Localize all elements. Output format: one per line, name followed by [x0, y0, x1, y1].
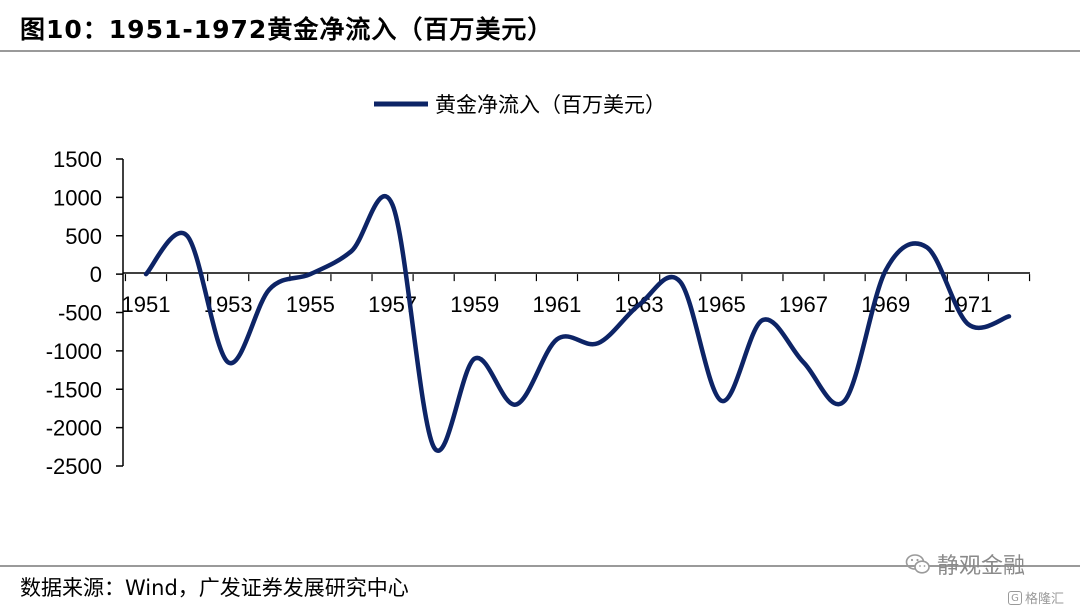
y-tick-label: 0: [90, 262, 102, 287]
x-tick-label: 1951: [122, 292, 171, 317]
line-chart: 黄金净流入（百万美元） 1500 1000 500 0 -500 -1000 -1500 -2…: [46, 93, 1031, 479]
watermark: 静观金融: [905, 548, 1025, 580]
chart-legend: 黄金净流入（百万美元）: [374, 93, 666, 117]
gelonghui-logo-icon: G: [1008, 590, 1022, 605]
x-tick-label: 1969: [861, 292, 910, 317]
wechat-icon: [905, 554, 930, 574]
x-axis-ticks: 1951 1953 1955 1957 1959 1961 1963 1965 1967 1969…: [122, 274, 1031, 317]
logo-text: 格隆汇: [1025, 592, 1065, 607]
y-tick-label: 500: [65, 224, 102, 249]
y-tick-label: -2000: [46, 416, 102, 441]
y-tick-label: -1500: [46, 377, 102, 402]
watermark-text: 静观金融: [937, 554, 1026, 579]
y-tick-label: -2500: [46, 454, 102, 479]
x-tick-label: 1961: [532, 292, 581, 317]
legend-label: 黄金净流入（百万美元）: [435, 93, 666, 117]
y-axis-ticks: 1500 1000 500 0 -500 -1000 -1500 -2000 -2500: [46, 147, 123, 479]
x-tick-label: 1967: [779, 292, 828, 317]
y-tick-label: -1000: [46, 339, 102, 364]
series-line: [143, 194, 1012, 453]
y-tick-label: 1500: [53, 147, 102, 172]
figure-title: 图10：1951-1972黄金净流入（百万美元）: [20, 15, 554, 44]
bottom-rule: [0, 565, 1080, 567]
gelonghui-logo: G 格隆汇: [1008, 588, 1064, 607]
y-tick-label: 1000: [53, 185, 102, 210]
x-tick-label: 1959: [450, 292, 499, 317]
x-tick-label: 1965: [697, 292, 746, 317]
top-rule: [0, 50, 1080, 52]
source-note: 数据来源：Wind，广发证券发展研究中心: [20, 576, 409, 600]
x-tick-label: 1955: [286, 292, 335, 317]
y-tick-label: -500: [58, 301, 102, 326]
